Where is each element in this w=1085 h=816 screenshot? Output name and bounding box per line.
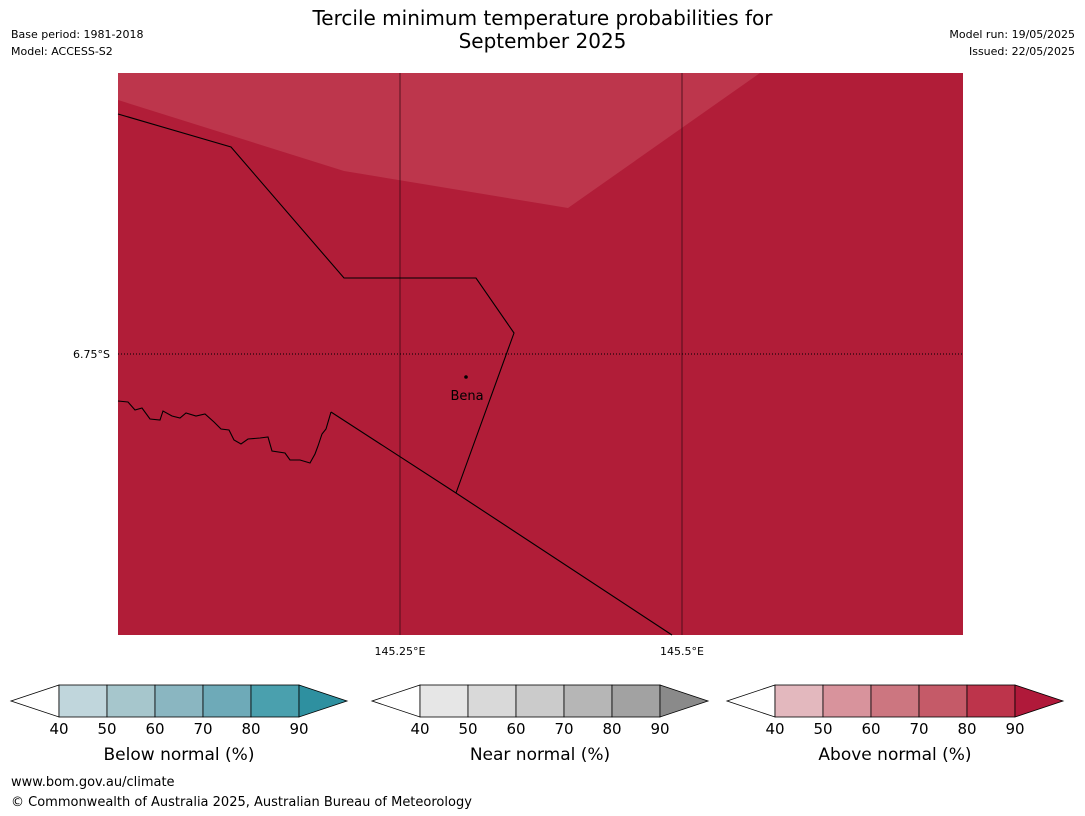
colorbar-above-segment [918, 684, 968, 718]
colorbar-below-min-arrow [9, 684, 60, 718]
base-period-text: Base period: 1981-2018 [11, 28, 144, 41]
colorbar-near-tick: 60 [506, 720, 526, 738]
colorbar-below-tick: 60 [145, 720, 165, 738]
town-label: Bena [450, 389, 483, 404]
footer-url[interactable]: www.bom.gov.au/climate [11, 775, 175, 790]
colorbar-below-segment [154, 684, 204, 718]
map-title: Tercile minimum temperature probabilitie… [0, 7, 1085, 53]
colorbar-near-segment [467, 684, 517, 718]
colorbar-near-segment [419, 684, 469, 718]
coastline-boundary [117, 400, 332, 464]
colorbar-below-tick: 80 [241, 720, 261, 738]
colorbar-near-segment [611, 684, 661, 718]
colorbar-above-tick: 80 [957, 720, 977, 738]
footer-copyright: © Commonwealth of Australia 2025, Austra… [11, 795, 472, 810]
colorbar-below-title: Below normal (%) [103, 745, 255, 765]
colorbar-below-tick: 90 [289, 720, 309, 738]
colorbar-near-tick: 50 [458, 720, 478, 738]
colorbar-below-segment [106, 684, 156, 718]
colorbar-below-tick: 70 [193, 720, 213, 738]
colorbar-near-segment [563, 684, 613, 718]
colorbar-near-tick: 40 [410, 720, 430, 738]
latitude-label: 6.75°S [73, 348, 110, 361]
colorbar-above-tick: 70 [909, 720, 929, 738]
colorbar-above-max-arrow [1014, 684, 1065, 718]
longitude-label-1: 145.25°E [375, 645, 426, 658]
colorbar-above-tick: 50 [813, 720, 833, 738]
colorbar-below-max-arrow [298, 684, 349, 718]
colorbar-above-segment [774, 684, 824, 718]
colorbar-near-tick: 90 [650, 720, 670, 738]
colorbar-near-normal [370, 684, 710, 718]
colorbar-near-min-arrow [370, 684, 421, 718]
colorbar-above-min-arrow [725, 684, 776, 718]
title-line-1: Tercile minimum temperature probabilitie… [312, 6, 773, 30]
colorbar-below-tick: 50 [97, 720, 117, 738]
colorbar-above-normal [725, 684, 1065, 718]
colorbar-near-title: Near normal (%) [469, 745, 611, 765]
map-lighter-region [118, 73, 760, 208]
colorbar-near-tick: 80 [602, 720, 622, 738]
model-run-text: Model run: 19/05/2025 [949, 28, 1075, 41]
colorbar-near-segment [515, 684, 565, 718]
model-text: Model: ACCESS-S2 [11, 45, 113, 58]
colorbar-below-tick: 40 [49, 720, 69, 738]
colorbar-below-segment [202, 684, 252, 718]
meta-left: Base period: 1981-2018 Model: ACCESS-S2 [11, 26, 143, 60]
colorbar-above-tick: 90 [1005, 720, 1025, 738]
colorbar-above-tick: 60 [861, 720, 881, 738]
colorbar-above-tick: 40 [765, 720, 785, 738]
colorbar-above-segment [822, 684, 872, 718]
title-line-2: September 2025 [458, 29, 627, 53]
colorbar-near-tick: 70 [554, 720, 574, 738]
town-marker [464, 375, 468, 379]
colorbar-near-max-arrow [659, 684, 710, 718]
longitude-label-2: 145.5°E [660, 645, 704, 658]
colorbar-below-segment [58, 684, 108, 718]
colorbar-above-segment [870, 684, 920, 718]
province-boundary-north [117, 113, 515, 494]
colorbar-below-normal [9, 684, 349, 718]
meta-right: Model run: 19/05/2025 Issued: 22/05/2025 [949, 26, 1075, 60]
colorbar-below-segment [250, 684, 300, 718]
issued-text: Issued: 22/05/2025 [968, 45, 1075, 58]
province-boundary-south [330, 411, 673, 636]
colorbar-above-title: Above normal (%) [818, 745, 972, 765]
colorbar-above-segment [966, 684, 1016, 718]
